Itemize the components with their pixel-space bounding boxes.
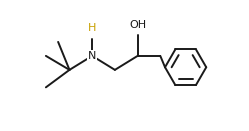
Text: OH: OH: [129, 20, 146, 30]
Text: H: H: [88, 23, 96, 33]
Text: N: N: [88, 51, 96, 61]
